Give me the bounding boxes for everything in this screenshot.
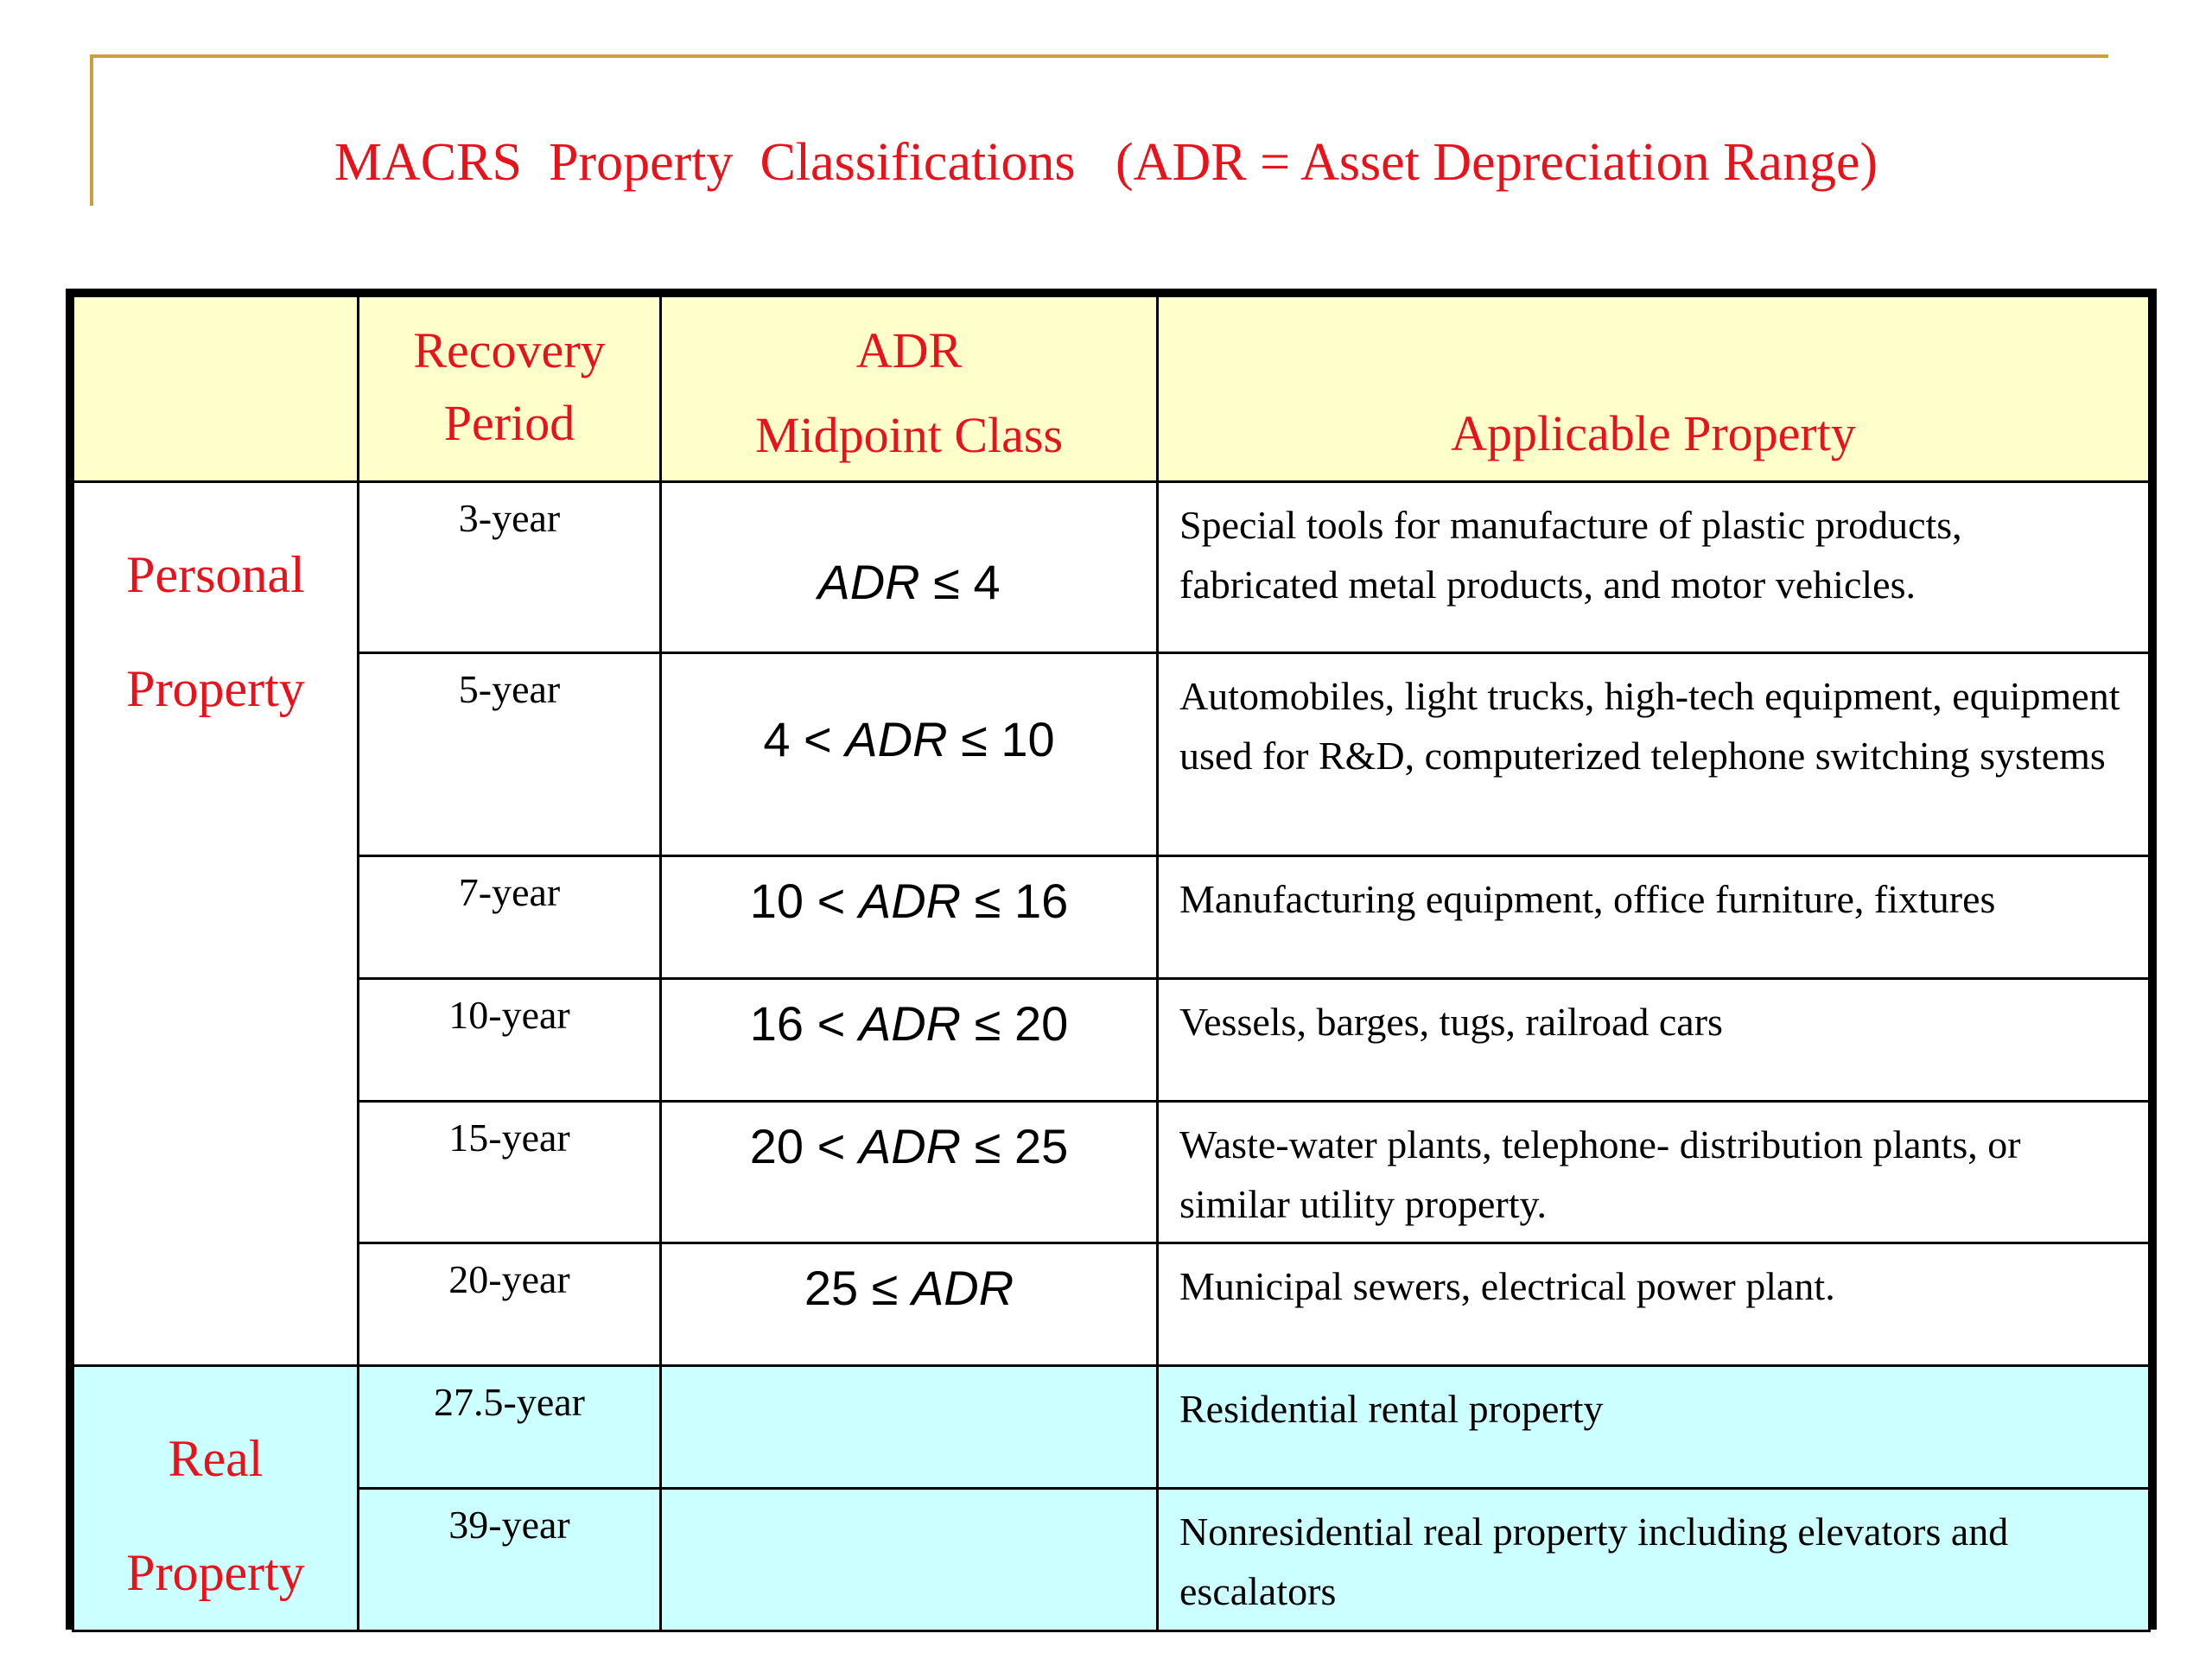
adr-suffix: ≤ 20 <box>961 996 1069 1051</box>
category-personal-property: Personal Property <box>72 480 359 1367</box>
category-personal-line2: Property <box>126 660 305 717</box>
recovery-period-cell: 10-year <box>357 977 662 1103</box>
recovery-period-cell: 3-year <box>357 480 662 654</box>
adr-prefix: 16 < <box>749 996 859 1051</box>
macrs-table: Recovery Period ADR Midpoint Class Appli… <box>66 289 2157 1632</box>
recovery-period-cell: 7-year <box>357 855 662 980</box>
applicable-property-cell: Vessels, barges, tugs, railroad cars <box>1156 977 2151 1103</box>
applicable-property-cell: Special tools for manufacture of plastic… <box>1156 480 2151 654</box>
header-adr-line2: Midpoint Class <box>754 407 1064 463</box>
adr-variable: ADR <box>858 874 962 928</box>
page-title: MACRS Property Classifications (ADR = As… <box>334 133 1878 192</box>
applicable-property-cell: Automobiles, light trucks, high-tech equ… <box>1156 652 2151 857</box>
recovery-period-cell: 15-year <box>357 1100 662 1244</box>
table-row: 10-year 16 < ADR ≤ 20 Vessels, barges, t… <box>73 977 2151 1103</box>
header-recovery-period: Recovery Period <box>357 295 662 483</box>
header-recovery-line1: Recovery <box>413 322 606 378</box>
adr-prefix: 10 < <box>749 874 859 928</box>
applicable-property-cell: Manufacturing equipment, office furnitur… <box>1156 855 2151 980</box>
adr-class-cell: 25 ≤ ADR <box>659 1242 1159 1367</box>
recovery-period-cell: 39-year <box>357 1487 662 1632</box>
adr-suffix: ≤ 25 <box>961 1119 1069 1173</box>
adr-class-cell: ADR ≤ 4 <box>659 480 1159 654</box>
adr-class-cell: 20 < ADR ≤ 25 <box>659 1100 1159 1244</box>
category-real-line1: Real <box>168 1430 264 1487</box>
adr-suffix: ≤ 16 <box>961 874 1069 928</box>
header-adr-line1: ADR <box>855 322 963 378</box>
adr-class-cell-empty <box>659 1487 1159 1632</box>
header-applicable-property: Applicable Property <box>1156 295 2151 483</box>
decorative-left-line <box>90 54 93 206</box>
recovery-period-cell: 20-year <box>357 1242 662 1367</box>
adr-prefix: 4 < <box>763 712 846 766</box>
category-real-line2: Property <box>126 1544 305 1601</box>
recovery-period-cell: 5-year <box>357 652 662 857</box>
category-real-property: Real Property <box>72 1364 359 1632</box>
category-personal-line1: Personal <box>126 546 305 603</box>
table-row: 7-year 10 < ADR ≤ 16 Manufacturing equip… <box>73 855 2151 980</box>
adr-prefix: 25 ≤ <box>804 1261 912 1315</box>
adr-variable: ADR <box>911 1261 1014 1315</box>
adr-class-cell: 16 < ADR ≤ 20 <box>659 977 1159 1103</box>
applicable-property-cell: Waste-water plants, telephone- distribut… <box>1156 1100 2151 1244</box>
adr-prefix: 20 < <box>749 1119 859 1173</box>
adr-class-cell: 10 < ADR ≤ 16 <box>659 855 1159 980</box>
table-row: 39-year Nonresidential real property inc… <box>73 1487 2151 1632</box>
applicable-property-cell: Nonresidential real property including e… <box>1156 1487 2151 1632</box>
adr-class-cell-empty <box>659 1363 1159 1491</box>
adr-variable: ADR <box>845 712 948 766</box>
adr-suffix: ≤ 10 <box>947 712 1055 766</box>
adr-variable: ADR <box>858 1119 962 1173</box>
adr-variable: ADR <box>858 996 962 1051</box>
header-recovery-line2: Period <box>443 395 575 451</box>
adr-class-cell: 4 < ADR ≤ 10 <box>659 652 1159 857</box>
table-row: Real Property 27.5-year Residential rent… <box>72 1363 2151 1632</box>
header-blank-cell <box>72 295 359 483</box>
table-row: Personal Property 3-year ADR ≤ 4 Special… <box>72 480 2151 1367</box>
decorative-top-line <box>90 54 2108 58</box>
header-row: Recovery Period ADR Midpoint Class Appli… <box>72 295 2151 483</box>
applicable-property-cell: Municipal sewers, electrical power plant… <box>1156 1242 2151 1367</box>
table-row: 5-year 4 < ADR ≤ 10 Automobiles, light t… <box>73 652 2151 857</box>
table-row: 15-year 20 < ADR ≤ 25 Waste-water plants… <box>73 1100 2151 1244</box>
adr-suffix: ≤ 4 <box>919 555 1001 609</box>
applicable-property-cell: Residential rental property <box>1156 1363 2151 1491</box>
recovery-period-cell: 27.5-year <box>357 1363 662 1491</box>
adr-variable: ADR <box>817 555 920 609</box>
header-adr-midpoint: ADR Midpoint Class <box>659 295 1159 483</box>
table-row: 20-year 25 ≤ ADR Municipal sewers, elect… <box>73 1242 2151 1367</box>
